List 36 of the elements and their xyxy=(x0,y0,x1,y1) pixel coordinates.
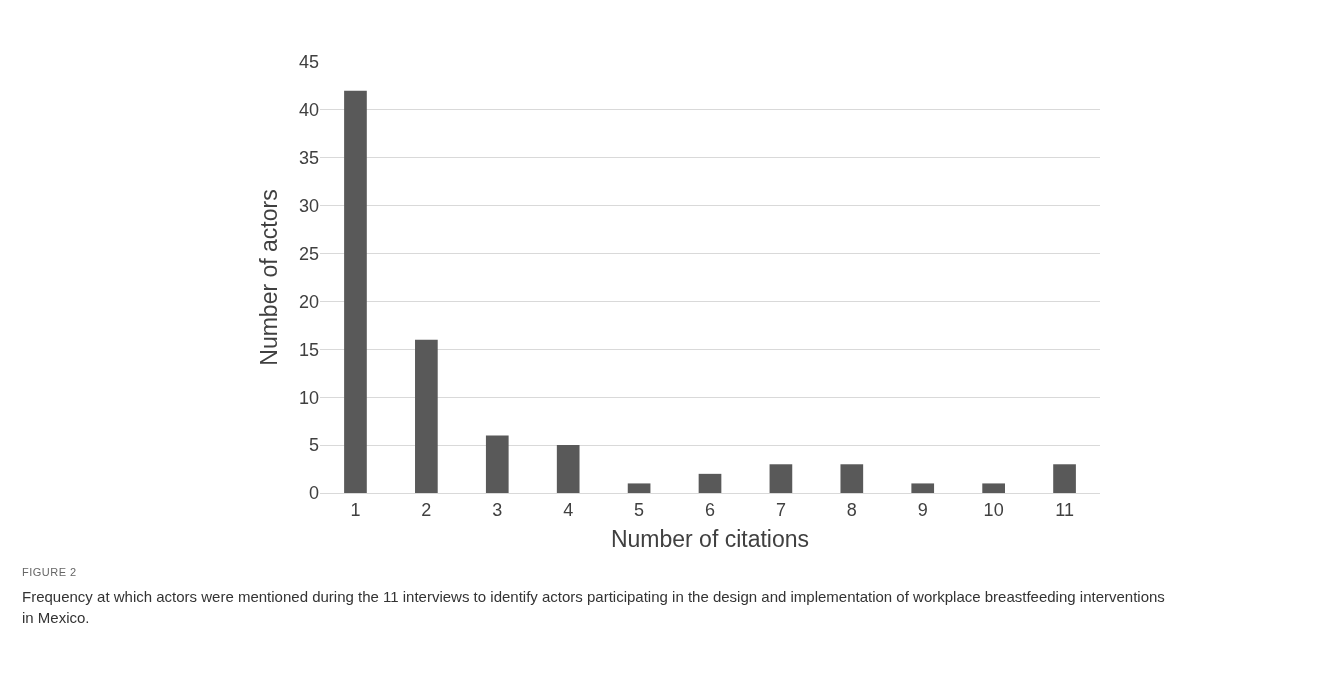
caption: FIGURE 2 xyxy=(22,566,78,578)
x-tick-label: 4 xyxy=(563,499,574,520)
bar xyxy=(344,90,367,493)
text: Frequency at which actors were mentioned during the 11 interviews to identify actors participating in the design and implementation of workplace breastfeeding interventions in Mexico. xyxy=(22,587,1166,628)
y-tick-label: 20 xyxy=(298,291,319,312)
x-tick-label: 10 xyxy=(983,499,1004,520)
bar xyxy=(627,483,651,493)
x-tick-label: 8 xyxy=(846,499,857,520)
x-tick-label: 3 xyxy=(492,499,503,520)
x-tick-label: 5 xyxy=(634,499,645,520)
y-tick-label: 25 xyxy=(298,243,319,264)
bar xyxy=(911,483,935,493)
bar xyxy=(1053,464,1076,493)
y-tick-label: 10 xyxy=(298,387,319,408)
x-tick-label: 2 xyxy=(421,499,432,520)
x-tick-label: 11 xyxy=(1055,499,1074,520)
x-tick-label: 1 xyxy=(350,499,361,520)
y-tick-label: 40 xyxy=(298,100,319,121)
y-tick-label: 15 xyxy=(298,339,319,360)
y-tick-label: 5 xyxy=(308,435,319,456)
x-tick-label: 6 xyxy=(704,499,716,520)
bar xyxy=(415,339,438,493)
bar xyxy=(698,473,722,493)
bar xyxy=(840,464,864,493)
x-tick-label: 7 xyxy=(775,499,786,520)
y-axis-title: Number of actors xyxy=(256,189,283,366)
x-axis-title: Number of citations xyxy=(610,526,810,553)
bar xyxy=(556,445,580,493)
y-tick-label: 35 xyxy=(298,148,319,169)
y-tick-label: 0 xyxy=(308,483,319,504)
y-tick-label: 45 xyxy=(298,52,319,73)
y-tick-label: 30 xyxy=(298,195,319,216)
x-tick-label: 9 xyxy=(917,499,928,520)
bar xyxy=(485,435,509,493)
bar xyxy=(769,464,793,493)
bar xyxy=(982,483,1005,493)
